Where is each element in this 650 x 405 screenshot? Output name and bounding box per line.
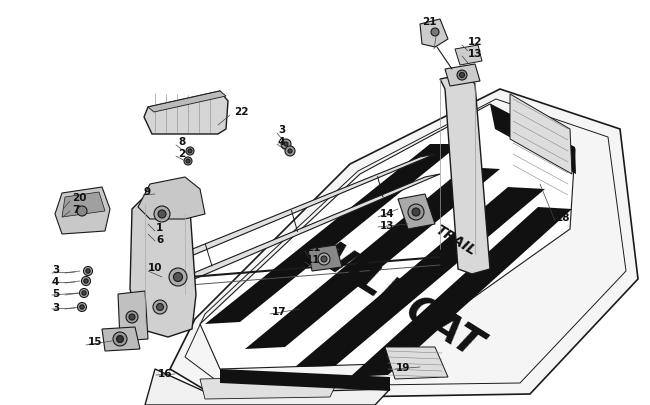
Polygon shape bbox=[145, 369, 390, 405]
Polygon shape bbox=[385, 347, 448, 379]
Text: 20: 20 bbox=[72, 192, 86, 202]
Polygon shape bbox=[455, 46, 482, 66]
Polygon shape bbox=[170, 90, 638, 399]
Polygon shape bbox=[118, 291, 148, 341]
Circle shape bbox=[158, 211, 166, 218]
Polygon shape bbox=[200, 376, 340, 399]
Circle shape bbox=[285, 147, 295, 157]
Circle shape bbox=[79, 289, 88, 298]
Circle shape bbox=[412, 209, 420, 216]
Circle shape bbox=[460, 73, 465, 78]
Text: 3: 3 bbox=[278, 125, 285, 135]
Polygon shape bbox=[440, 75, 490, 274]
Circle shape bbox=[83, 267, 92, 276]
Polygon shape bbox=[490, 105, 576, 175]
Text: 10: 10 bbox=[148, 262, 162, 272]
Text: 21: 21 bbox=[422, 17, 437, 27]
Text: 9: 9 bbox=[144, 187, 151, 196]
Text: 5: 5 bbox=[52, 288, 59, 298]
Polygon shape bbox=[148, 155, 435, 267]
Circle shape bbox=[169, 269, 187, 286]
Circle shape bbox=[284, 143, 288, 147]
Circle shape bbox=[174, 273, 183, 282]
Circle shape bbox=[288, 149, 292, 153]
Circle shape bbox=[154, 207, 170, 222]
Polygon shape bbox=[398, 194, 435, 230]
Circle shape bbox=[186, 148, 194, 156]
Polygon shape bbox=[308, 245, 342, 271]
Text: 12: 12 bbox=[468, 37, 482, 47]
Text: 19: 19 bbox=[396, 362, 410, 372]
Circle shape bbox=[82, 291, 86, 296]
Text: 18: 18 bbox=[556, 213, 571, 222]
Circle shape bbox=[153, 300, 167, 314]
Text: 14: 14 bbox=[380, 209, 395, 218]
Polygon shape bbox=[420, 20, 448, 48]
Polygon shape bbox=[55, 188, 110, 234]
Text: 3: 3 bbox=[52, 302, 59, 312]
Text: 4: 4 bbox=[52, 276, 59, 286]
Polygon shape bbox=[350, 207, 572, 377]
Text: TRAIL: TRAIL bbox=[432, 222, 478, 257]
Text: 17: 17 bbox=[272, 306, 287, 316]
Polygon shape bbox=[510, 95, 572, 175]
Circle shape bbox=[321, 256, 327, 262]
Circle shape bbox=[80, 305, 84, 309]
Circle shape bbox=[157, 304, 164, 311]
Circle shape bbox=[186, 160, 190, 164]
Circle shape bbox=[77, 207, 87, 216]
Circle shape bbox=[431, 29, 439, 37]
Text: 22: 22 bbox=[234, 107, 248, 117]
Polygon shape bbox=[62, 192, 105, 217]
Text: 11: 11 bbox=[306, 254, 320, 264]
Circle shape bbox=[188, 149, 192, 153]
Polygon shape bbox=[245, 168, 500, 349]
Circle shape bbox=[184, 158, 192, 166]
Text: 2: 2 bbox=[178, 149, 185, 159]
Text: 1: 1 bbox=[156, 222, 163, 232]
Polygon shape bbox=[205, 145, 460, 324]
Text: 8: 8 bbox=[178, 136, 185, 147]
Circle shape bbox=[408, 205, 424, 220]
Text: 21: 21 bbox=[306, 243, 320, 252]
Circle shape bbox=[113, 332, 127, 346]
Text: 13: 13 bbox=[468, 49, 482, 59]
Polygon shape bbox=[130, 196, 196, 337]
Circle shape bbox=[318, 254, 330, 265]
Polygon shape bbox=[138, 177, 205, 220]
Polygon shape bbox=[295, 188, 545, 367]
Circle shape bbox=[457, 71, 467, 81]
Text: 13: 13 bbox=[380, 220, 395, 230]
Circle shape bbox=[84, 279, 88, 283]
Circle shape bbox=[77, 303, 86, 312]
Text: 4: 4 bbox=[278, 136, 285, 147]
Circle shape bbox=[129, 314, 135, 320]
Circle shape bbox=[281, 140, 291, 149]
Text: 3: 3 bbox=[52, 264, 59, 274]
Polygon shape bbox=[155, 175, 440, 289]
Polygon shape bbox=[445, 65, 480, 87]
Polygon shape bbox=[102, 327, 140, 351]
Polygon shape bbox=[148, 92, 226, 113]
Circle shape bbox=[126, 311, 138, 323]
Circle shape bbox=[116, 336, 124, 343]
Polygon shape bbox=[200, 105, 575, 369]
Polygon shape bbox=[144, 92, 228, 135]
Text: 16: 16 bbox=[158, 368, 172, 378]
Text: 7: 7 bbox=[72, 205, 79, 215]
Circle shape bbox=[86, 269, 90, 273]
Text: 15: 15 bbox=[88, 336, 103, 346]
Circle shape bbox=[81, 277, 90, 286]
Polygon shape bbox=[220, 369, 390, 391]
Text: 6: 6 bbox=[156, 234, 163, 244]
Text: WILDCAT: WILDCAT bbox=[302, 231, 488, 367]
